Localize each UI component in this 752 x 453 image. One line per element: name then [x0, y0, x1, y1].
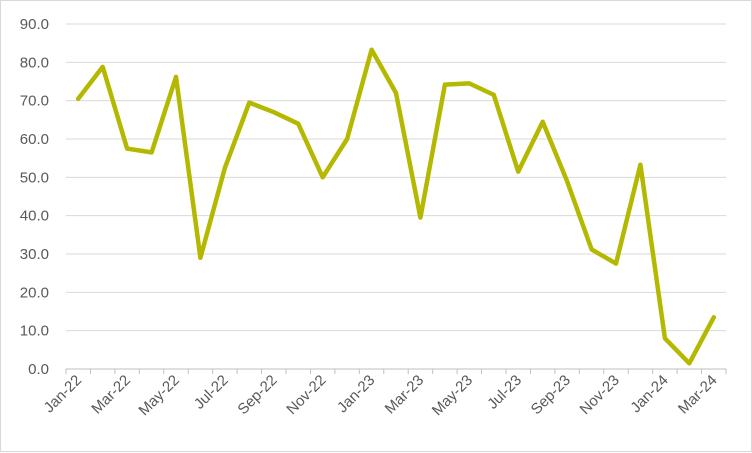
x-tick-label: Sep-23 — [528, 372, 574, 418]
data-point — [687, 361, 691, 365]
x-tick-label: Sep-22 — [234, 372, 280, 418]
y-tick-label: 90.0 — [20, 16, 49, 33]
y-tick-label: 10.0 — [20, 323, 49, 340]
data-point — [663, 336, 667, 340]
data-point — [247, 101, 251, 105]
data-point — [394, 91, 398, 95]
data-point — [467, 81, 471, 85]
data-point — [174, 75, 178, 79]
y-tick-label: 40.0 — [20, 208, 49, 225]
x-tick-label: Jan-22 — [41, 372, 85, 416]
gridlines — [66, 23, 726, 332]
y-tick-label: 0.0 — [28, 361, 49, 378]
data-point — [76, 97, 80, 101]
y-axis-tick-labels: 0.0 10.0 20.0 30.0 40.0 50.0 60.0 70.0 80.0 90.0 — [20, 16, 49, 378]
x-tick-label: Nov-23 — [577, 372, 623, 418]
data-point — [272, 110, 276, 114]
x-tick-label: Jul-23 — [484, 372, 525, 413]
data-point — [150, 150, 154, 154]
y-tick-label: 30.0 — [20, 246, 49, 263]
data-point — [712, 315, 716, 319]
x-axis-tick-labels: Jan-22 Mar-22 May-22 Jul-22 Sep-22 Nov-22 Jan-… — [41, 372, 721, 419]
x-tick-label: Jan-24 — [627, 372, 671, 416]
x-tick-label: May-23 — [429, 372, 476, 419]
data-point — [296, 122, 300, 126]
x-tick-label: Jan-23 — [334, 372, 378, 416]
series-line — [75, 47, 717, 366]
data-point — [418, 216, 422, 220]
x-tick-label: Mar-22 — [88, 372, 134, 418]
data-point — [516, 170, 520, 174]
data-point — [565, 179, 569, 183]
series-layer — [75, 47, 717, 366]
x-tick-label: Jul-22 — [191, 372, 232, 413]
x-tick-label: Nov-22 — [283, 372, 329, 418]
y-tick-label: 60.0 — [20, 131, 49, 148]
data-point — [125, 147, 129, 151]
data-point — [345, 137, 349, 141]
data-point — [590, 247, 594, 251]
y-tick-label: 70.0 — [20, 93, 49, 110]
x-axis — [65, 368, 727, 374]
data-point — [321, 175, 325, 179]
data-point — [614, 262, 618, 266]
y-tick-label: 50.0 — [20, 169, 49, 186]
x-tick-label: May-22 — [135, 372, 182, 419]
data-point — [223, 166, 227, 170]
data-point — [198, 256, 202, 260]
y-tick-label: 20.0 — [20, 284, 49, 301]
data-point — [101, 65, 105, 69]
data-point — [638, 163, 642, 167]
data-point — [492, 93, 496, 97]
data-point — [443, 83, 447, 87]
x-tick-label: Mar-23 — [382, 372, 428, 418]
data-point — [541, 120, 545, 124]
y-tick-label: 80.0 — [20, 54, 49, 71]
data-point — [370, 48, 374, 52]
x-tick-label: Mar-24 — [675, 372, 721, 418]
